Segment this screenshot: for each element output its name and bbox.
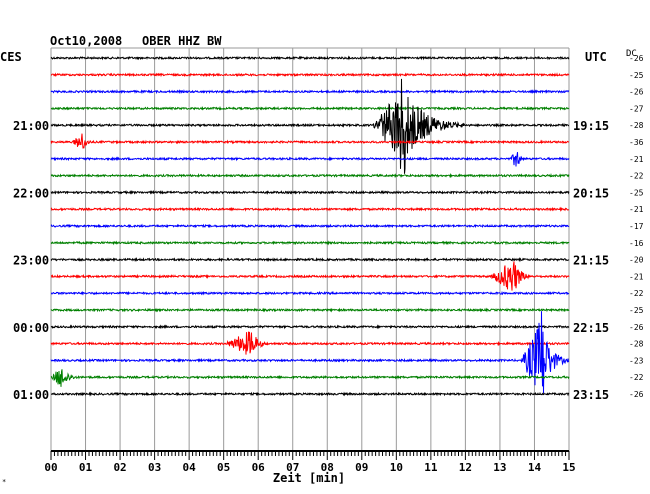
local-time-label: 01:00 xyxy=(13,388,49,402)
seismic-traces xyxy=(50,55,570,397)
dc-offset-value: -17 xyxy=(629,222,644,231)
seismic-trace xyxy=(50,206,570,212)
seismic-trace xyxy=(50,152,570,167)
x-tick-label: 14 xyxy=(528,461,542,474)
x-tick-label: 07 xyxy=(286,461,299,474)
x-tick-label: 04 xyxy=(183,461,197,474)
dc-offset-value: -25 xyxy=(629,71,644,80)
seismic-trace xyxy=(50,261,570,291)
dc-offset-value: -23 xyxy=(629,356,644,365)
seismic-trace xyxy=(51,391,570,397)
dc-offset-value: -26 xyxy=(629,390,644,399)
x-tick-label: 11 xyxy=(424,461,438,474)
seismic-trace xyxy=(50,223,570,229)
x-tick-label: 02 xyxy=(113,461,126,474)
x-tick-label: 15 xyxy=(562,461,575,474)
local-time-label: 22:00 xyxy=(13,186,49,200)
right-timezone-label: UTC xyxy=(585,50,607,64)
seismic-trace xyxy=(50,256,570,263)
utc-time-label: 23:15 xyxy=(573,388,609,402)
dc-offset-value: -25 xyxy=(629,306,644,315)
dc-offset-value: -25 xyxy=(629,188,644,197)
seismic-trace xyxy=(50,89,570,95)
dc-offset-value: -22 xyxy=(629,289,644,298)
dc-offset-value: -28 xyxy=(629,340,644,349)
seismic-trace xyxy=(50,311,570,394)
dc-header-label: DC xyxy=(626,49,637,59)
x-tick-label: 09 xyxy=(355,461,368,474)
dc-offset-value: -20 xyxy=(629,256,644,265)
utc-time-label: 20:15 xyxy=(573,186,609,200)
x-tick-label: 05 xyxy=(217,461,230,474)
seismic-trace xyxy=(50,189,570,195)
chart-date: Oct10,2008 xyxy=(50,34,122,48)
time-axis: 00 01 02 03 04 05 06 07 08 09 10 11 12 13 14 15 xyxy=(44,450,576,474)
local-time-label: 21:00 xyxy=(13,119,49,133)
dc-offset-value: -26 xyxy=(629,323,644,332)
dc-offset-value: -28 xyxy=(629,121,644,130)
seismic-trace xyxy=(50,55,570,61)
chart-station: OBER HHZ BW xyxy=(142,34,222,48)
x-axis-label: Zeit [min] xyxy=(273,471,345,485)
utc-time-label: 22:15 xyxy=(573,321,609,335)
dc-offset-value: -22 xyxy=(629,172,644,181)
seismic-trace xyxy=(50,307,570,313)
dc-offset-value: -26 xyxy=(629,54,644,63)
seismic-trace xyxy=(50,105,570,111)
dc-offset-value: -21 xyxy=(629,272,644,281)
seismic-trace xyxy=(50,369,570,387)
x-tick-label: 06 xyxy=(252,461,266,474)
x-tick-label: 13 xyxy=(493,461,506,474)
x-tick-label: 01 xyxy=(79,461,93,474)
seismic-trace xyxy=(50,240,570,246)
left-timezone-label: CES xyxy=(0,50,22,64)
dc-offset-value: -16 xyxy=(629,239,644,248)
dc-offset-value: -26 xyxy=(629,88,644,97)
x-tick-label: 12 xyxy=(459,461,472,474)
utc-time-label: 19:15 xyxy=(573,119,609,133)
local-time-label: 23:00 xyxy=(13,254,49,268)
dc-offset-value: -27 xyxy=(629,104,644,113)
x-tick-label: 03 xyxy=(148,461,161,474)
dc-offset-value: -22 xyxy=(629,373,644,382)
corner-mark: * xyxy=(2,478,6,486)
x-tick-label: 08 xyxy=(321,461,334,474)
seismic-trace xyxy=(50,172,570,179)
x-tick-label: 00 xyxy=(44,461,57,474)
x-tick-label: 10 xyxy=(390,461,403,474)
seismic-trace xyxy=(50,72,570,78)
seismic-trace xyxy=(50,78,569,174)
dc-offset-value: -21 xyxy=(629,205,644,214)
seismic-trace xyxy=(50,133,570,149)
local-time-label: 00:00 xyxy=(13,321,49,335)
seismic-trace xyxy=(50,324,570,330)
trace-labels: 21:00 22:00 23:00 00:00 01:00 19:15 20:15 21:15… xyxy=(13,54,644,402)
utc-time-label: 21:15 xyxy=(573,254,609,268)
dc-offset-value: -21 xyxy=(629,155,644,164)
seismic-trace xyxy=(50,331,570,355)
dc-offset-value: -36 xyxy=(629,138,644,147)
seismic-trace xyxy=(51,290,570,296)
